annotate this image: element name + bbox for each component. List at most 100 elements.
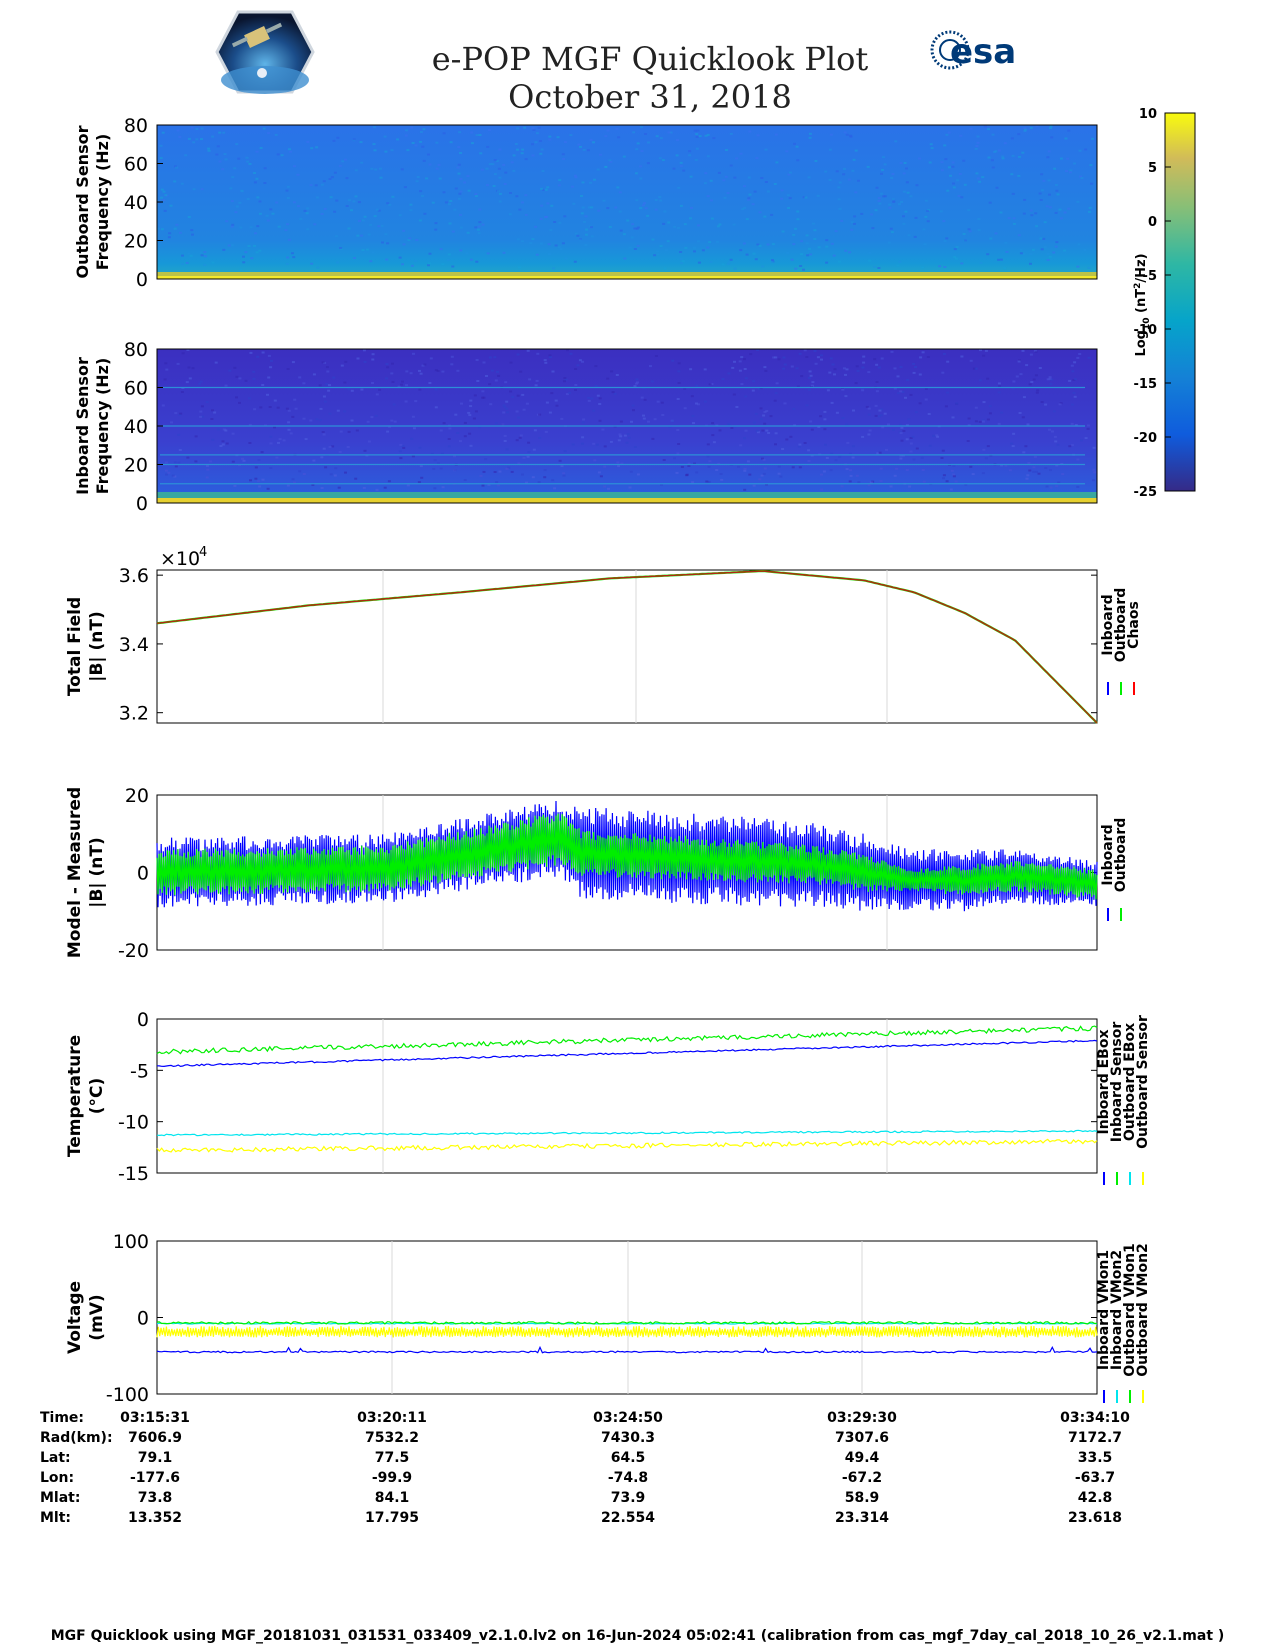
ephemeris-cell: 33.5 bbox=[1077, 1450, 1113, 1466]
ephemeris-cell: 79.1 bbox=[137, 1450, 173, 1466]
total-field-panel: 3.6 3.4 3.2 Total Field |B| (nT) ×104 InboardO… bbox=[65, 545, 1142, 725]
legend-label: Inboard VMon2 bbox=[1109, 1250, 1125, 1370]
y-tick-label: -5 bbox=[130, 1060, 149, 1082]
y-axis-label: Frequency (Hz) bbox=[93, 134, 112, 271]
ephemeris-row-label: Rad(km): bbox=[40, 1430, 113, 1446]
colorbar-label: Log10 (nT2/Hz) bbox=[1133, 253, 1152, 356]
y-tick-label: 20 bbox=[125, 785, 149, 807]
y-tick-label: 60 bbox=[124, 154, 148, 176]
ephemeris-cell: 42.8 bbox=[1077, 1490, 1113, 1506]
inboard-sensor-trace bbox=[156, 1039, 1098, 1068]
y-axis-label: Outboard Sensor bbox=[73, 125, 92, 278]
plot-area bbox=[156, 569, 1098, 724]
y-axis-label: Total Field bbox=[65, 597, 85, 696]
ephemeris-cell: 03:20:11 bbox=[357, 1410, 427, 1426]
y-axis-label: |B| (nT) bbox=[87, 837, 107, 908]
y-axis-label: Temperature bbox=[65, 1035, 85, 1157]
ephemeris-cell: 23.618 bbox=[1067, 1510, 1123, 1526]
y-tick-label: 20 bbox=[124, 231, 148, 253]
ephemeris-row-label: Mlat: bbox=[40, 1490, 81, 1506]
inboard-ebox-trace bbox=[156, 1025, 1098, 1055]
legend-label: Outboard EBox bbox=[1122, 1023, 1138, 1141]
inboard-total-field-line bbox=[156, 570, 1098, 724]
low-frequency-band bbox=[157, 272, 1097, 276]
outboard-vmon1-trace bbox=[156, 1321, 1098, 1325]
y-axis-label: Model - Measured bbox=[65, 787, 85, 958]
ephemeris-cell: 73.9 bbox=[610, 1490, 646, 1506]
colorbar-tick-label: -20 bbox=[1134, 431, 1158, 446]
y-tick-label: 3.4 bbox=[119, 634, 149, 656]
colorbar-tick-label: -15 bbox=[1134, 377, 1158, 392]
voltage-panel: 100 0 -100 Voltage (mV) Inboard VMon1Inboard … bbox=[65, 1231, 1151, 1406]
esa-logo-text: esa bbox=[950, 32, 1016, 72]
inboard-spectrogram-panel: 0 20 40 60 80 Inboard Sensor Frequency (Hz) bbox=[73, 339, 1098, 515]
ephemeris-cell: 7532.2 bbox=[364, 1430, 420, 1446]
y-axis-label: |B| (nT) bbox=[87, 611, 107, 682]
y-axis-label: Inboard Sensor bbox=[73, 357, 92, 495]
ephemeris-cell: 49.4 bbox=[844, 1450, 880, 1466]
temperature-panel: 0 -5 -10 -15 Temperature (°C) Inboard EBoxInbo… bbox=[65, 1009, 1151, 1185]
ephemeris-cell: -63.7 bbox=[1074, 1470, 1116, 1486]
colorbar-tick-label: 5 bbox=[1148, 161, 1157, 176]
y-tick-label: 40 bbox=[124, 192, 148, 214]
outboard-vmon2-trace bbox=[156, 1325, 1098, 1338]
inboard-low-band bbox=[157, 492, 1097, 498]
outboard-residual-trace bbox=[156, 813, 1098, 900]
low-frequency-band-peak bbox=[157, 276, 1097, 279]
y-tick-label: 80 bbox=[124, 339, 148, 361]
legend-label: Outboard Sensor bbox=[1135, 1015, 1151, 1149]
esa-logo: esa bbox=[930, 30, 1016, 72]
colorbar-tick-label: 10 bbox=[1139, 107, 1157, 122]
legend-label: Inboard VMon1 bbox=[1096, 1250, 1112, 1370]
ephemeris-row-label: Lat: bbox=[40, 1450, 71, 1466]
y-tick-label: 60 bbox=[124, 378, 148, 400]
y-axis-label: (°C) bbox=[87, 1078, 107, 1115]
plot-date: October 31, 2018 bbox=[508, 78, 792, 116]
y-tick-label: 0 bbox=[137, 1009, 149, 1031]
ephemeris-cell: 03:24:50 bbox=[593, 1410, 663, 1426]
cassiope-logo bbox=[215, 10, 315, 94]
plot-area bbox=[156, 1018, 1098, 1174]
y-tick-label: -15 bbox=[118, 1163, 149, 1185]
outboard-ebox-trace bbox=[156, 1129, 1098, 1137]
ephemeris-row-label: Mlt: bbox=[40, 1510, 72, 1526]
outboard-spectrogram bbox=[157, 125, 1097, 279]
legend-label: Inboard bbox=[1100, 824, 1116, 885]
colorbar-tick-label: -25 bbox=[1134, 485, 1158, 500]
exponent-power: 4 bbox=[199, 545, 207, 560]
y-axis-label: (mV) bbox=[87, 1294, 107, 1340]
outboard-sensor-trace bbox=[156, 1138, 1098, 1153]
y-tick-label: -100 bbox=[106, 1384, 149, 1406]
y-tick-label: 80 bbox=[124, 115, 148, 137]
y-tick-label: 0 bbox=[136, 493, 148, 515]
ephemeris-row-label: Lon: bbox=[40, 1470, 75, 1486]
colorbar-tick-label: -10 bbox=[1134, 323, 1158, 338]
ephemeris-cell: 03:29:30 bbox=[827, 1410, 897, 1426]
colorbar-tick-label: 0 bbox=[1148, 215, 1157, 230]
y-tick-label: 3.6 bbox=[119, 565, 149, 587]
y-tick-label: 0 bbox=[137, 863, 149, 885]
legend-label: Outboard bbox=[1113, 588, 1129, 663]
model-measured-panel: 20 0 -20 Model - Measured |B| (nT) InboardOut… bbox=[65, 785, 1129, 962]
inboard-low-band-peak bbox=[157, 498, 1097, 503]
ephemeris-cell: 64.5 bbox=[610, 1450, 646, 1466]
legend-label: Outboard bbox=[1113, 818, 1129, 893]
y-tick-label: 40 bbox=[124, 416, 148, 438]
y-tick-label: -20 bbox=[118, 940, 149, 962]
legend-label: Outboard VMon1 bbox=[1122, 1243, 1138, 1377]
ephemeris-cell: 84.1 bbox=[374, 1490, 410, 1506]
y-tick-label: -10 bbox=[118, 1112, 149, 1134]
legend-label: Inboard Sensor bbox=[1109, 1022, 1125, 1143]
plot-title: e-POP MGF Quicklook Plot bbox=[431, 40, 869, 78]
ephemeris-row-label: Time: bbox=[40, 1410, 85, 1426]
ephemeris-cell: 77.5 bbox=[374, 1450, 410, 1466]
plot-area bbox=[156, 1240, 1098, 1395]
legend-label: Outboard VMon2 bbox=[1135, 1243, 1151, 1377]
exponent-label: ×10 bbox=[160, 548, 200, 570]
colorbar: 10 5 0 -5 -10 -15 -20 -25 Log10 (nT2/Hz) bbox=[1133, 107, 1196, 500]
outboard-spectrogram-panel: 0 20 40 60 80 Outboard Sensor Frequency (Hz) bbox=[73, 115, 1098, 291]
ephemeris-cell: 03:34:10 bbox=[1060, 1410, 1130, 1426]
ephemeris-cell: 23.314 bbox=[834, 1510, 890, 1526]
inboard-residual-trace bbox=[156, 800, 1098, 912]
